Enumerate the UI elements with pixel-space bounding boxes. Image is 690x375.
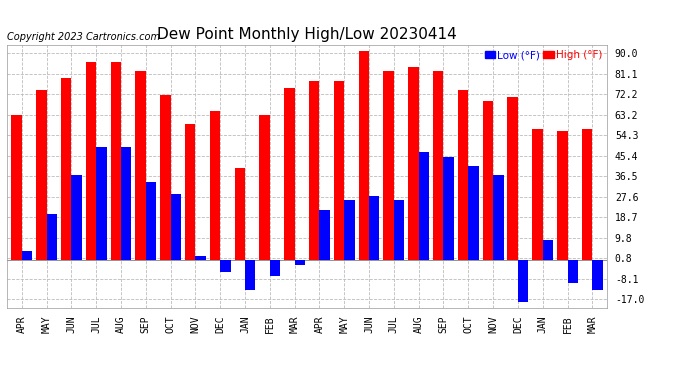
Bar xyxy=(110,62,121,260)
Bar xyxy=(195,256,206,260)
Bar xyxy=(493,175,504,260)
Bar xyxy=(36,90,47,260)
Bar xyxy=(235,168,245,260)
Bar xyxy=(384,72,394,260)
Legend: Low (°F), High (°F): Low (°F), High (°F) xyxy=(484,50,602,60)
Bar xyxy=(71,175,82,260)
Bar xyxy=(543,240,553,260)
Bar xyxy=(557,131,567,260)
Bar xyxy=(369,196,380,260)
Bar xyxy=(319,210,330,260)
Bar xyxy=(309,81,319,260)
Bar xyxy=(334,81,344,260)
Bar xyxy=(96,147,107,260)
Text: Copyright 2023 Cartronics.com: Copyright 2023 Cartronics.com xyxy=(7,32,160,42)
Bar xyxy=(507,97,518,260)
Title: Dew Point Monthly High/Low 20230414: Dew Point Monthly High/Low 20230414 xyxy=(157,27,457,42)
Bar xyxy=(61,78,71,260)
Bar xyxy=(86,62,96,260)
Bar xyxy=(592,260,603,290)
Bar xyxy=(121,147,131,260)
Bar xyxy=(518,260,529,302)
Bar xyxy=(22,251,32,260)
Bar xyxy=(582,129,592,260)
Bar xyxy=(469,166,479,260)
Bar xyxy=(185,124,195,260)
Bar xyxy=(458,90,469,260)
Bar xyxy=(160,94,170,260)
Bar xyxy=(210,111,220,260)
Bar xyxy=(245,260,255,290)
Bar xyxy=(483,101,493,260)
Bar xyxy=(419,152,429,260)
Bar xyxy=(11,115,22,260)
Bar xyxy=(170,194,181,260)
Bar xyxy=(135,72,146,260)
Bar xyxy=(567,260,578,284)
Bar xyxy=(433,72,444,260)
Bar xyxy=(408,67,419,260)
Bar xyxy=(259,115,270,260)
Bar xyxy=(344,200,355,260)
Bar xyxy=(359,51,369,260)
Bar xyxy=(270,260,280,276)
Bar xyxy=(394,200,404,260)
Bar xyxy=(47,214,57,260)
Bar xyxy=(220,260,230,272)
Bar xyxy=(295,260,305,265)
Bar xyxy=(444,157,454,260)
Bar xyxy=(146,182,156,260)
Bar xyxy=(284,88,295,260)
Bar xyxy=(532,129,543,260)
